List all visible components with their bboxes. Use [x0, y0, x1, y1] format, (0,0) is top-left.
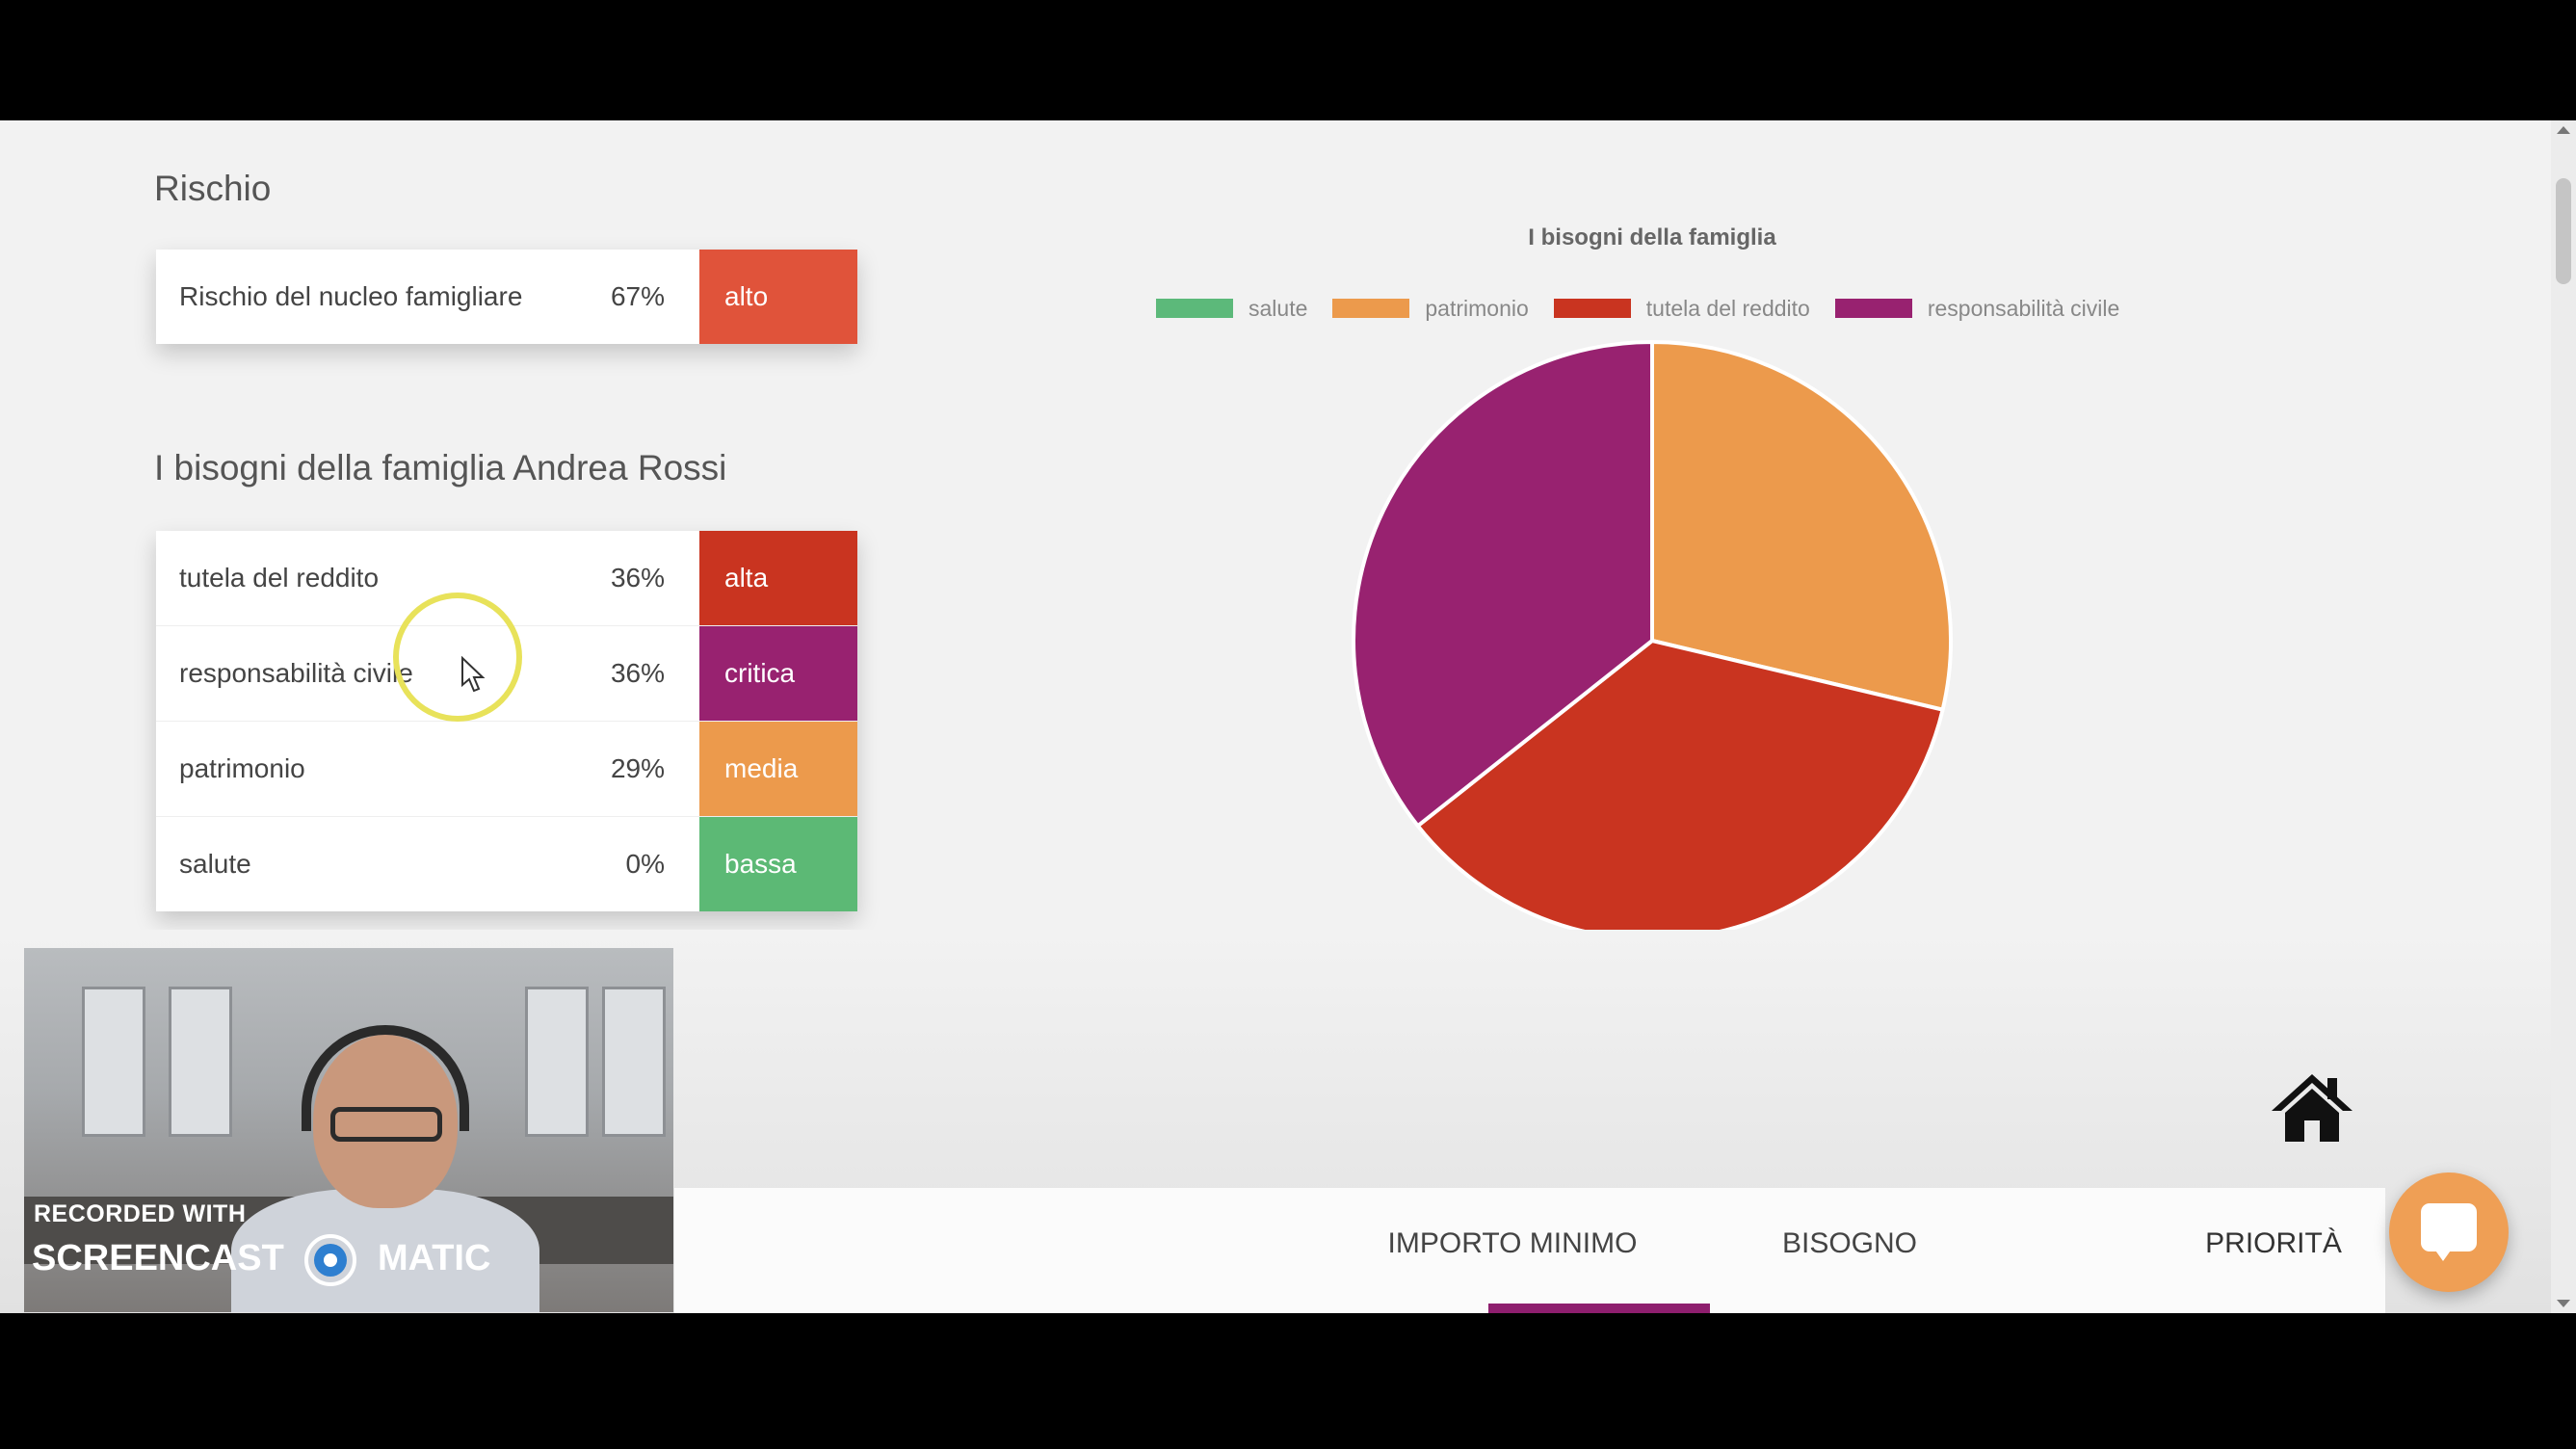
risk-row: Rischio del nucleo famigliare 67% alto [156, 250, 857, 344]
active-tab-indicator [1488, 1304, 1710, 1313]
need-label: patrimonio [179, 753, 305, 783]
need-priority-badge: alta [699, 531, 857, 625]
chart-legend: salute patrimonio tutela del reddito respon… [1156, 294, 2144, 323]
watermark-line1: RECORDED WITH [34, 1200, 247, 1227]
needs-card: tutela del reddito 36% alta responsabili… [156, 531, 857, 911]
pie-slice-responsabilit-civile[interactable] [1352, 339, 1654, 830]
risk-label: Rischio del nucleo famigliare [179, 281, 523, 311]
legend-label: tutela del reddito [1645, 295, 1810, 321]
presenter-body [231, 1189, 539, 1312]
legend-swatch [1834, 299, 1912, 318]
legend-item[interactable]: tutela del reddito [1553, 295, 1810, 322]
watermark-line2: SCREENCAST MATIC [32, 1233, 490, 1287]
legend-swatch [1332, 299, 1410, 318]
need-percent: 29% [610, 753, 665, 783]
tab-bar: IMPORTO MINIMO BISOGNO PRIORITÀ [674, 1188, 2385, 1313]
tab-importo-minimo[interactable]: IMPORTO MINIMO [1387, 1227, 1638, 1259]
need-row: patrimonio 29% media [156, 722, 857, 817]
need-row: tutela del reddito 36% alta [156, 531, 857, 626]
needs-section-title: I bisogni della famiglia Andrea Rossi [154, 448, 727, 487]
risk-section-title: Rischio [154, 169, 272, 208]
mouse-cursor-icon [461, 656, 486, 693]
risk-card: Rischio del nucleo famigliare 67% alto [156, 250, 857, 344]
webcam-overlay: RECORDED WITH SCREENCAST MATIC [24, 948, 673, 1312]
pie-slice-patrimonio[interactable] [1650, 339, 1953, 713]
chart-title: I bisogni della famiglia [1528, 224, 1776, 250]
need-label: tutela del reddito [179, 563, 380, 593]
home-icon[interactable] [2270, 1070, 2354, 1144]
need-percent: 36% [610, 658, 665, 688]
legend-label: responsabilità civile [1927, 295, 2120, 321]
legend-swatch [1156, 299, 1233, 318]
need-percent: 36% [610, 563, 665, 593]
need-priority-badge: critica [699, 626, 857, 721]
scroll-down-icon[interactable] [2557, 1300, 2570, 1307]
chat-icon [2421, 1203, 2477, 1251]
cursor-highlight-ring [393, 593, 522, 722]
need-row: responsabilità civile 36% critica [156, 626, 857, 722]
need-row: salute 0% bassa [156, 817, 857, 911]
need-percent: 0% [625, 849, 665, 879]
legend-label: salute [1249, 295, 1308, 321]
scrollbar-thumb[interactable] [2556, 178, 2571, 284]
legend-label: patrimonio [1425, 295, 1529, 321]
legend-item[interactable]: patrimonio [1332, 295, 1529, 322]
risk-percent: 67% [610, 281, 665, 311]
legend-swatch [1553, 299, 1631, 318]
tab-bisogno[interactable]: BISOGNO [1781, 1227, 1918, 1259]
pie-chart [1352, 339, 1953, 941]
screencast-logo-icon [304, 1234, 357, 1286]
scroll-up-icon[interactable] [2557, 126, 2570, 134]
glasses [330, 1107, 442, 1142]
need-priority-badge: bassa [699, 817, 857, 911]
need-label: responsabilità civile [179, 658, 413, 688]
tab-priorita[interactable]: PRIORITÀ [2205, 1227, 2342, 1259]
legend-item[interactable]: responsabilità civile [1834, 295, 2120, 322]
chat-button[interactable] [2389, 1172, 2509, 1292]
risk-level-badge: alto [699, 250, 857, 344]
need-label: salute [179, 849, 251, 879]
need-priority-badge: media [699, 722, 857, 816]
scrollbar[interactable] [2551, 120, 2576, 1313]
legend-item[interactable]: salute [1156, 296, 1307, 322]
